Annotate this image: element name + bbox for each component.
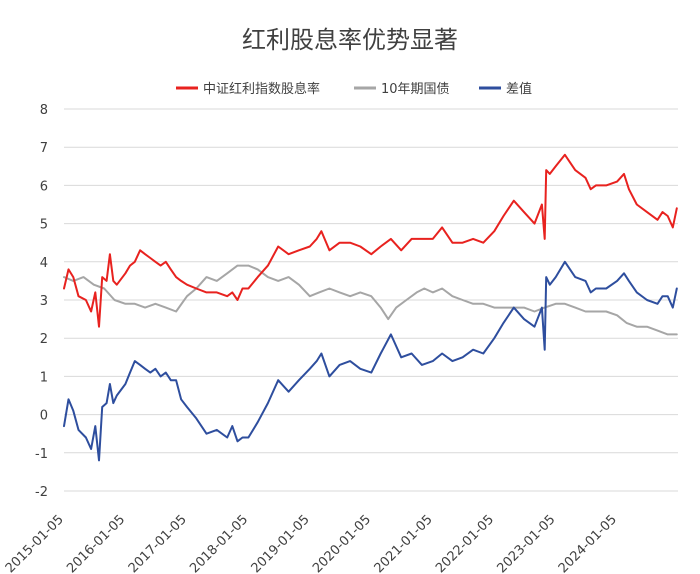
series-line-spread <box>63 260 678 462</box>
y-tick-label: 8 <box>40 103 48 118</box>
legend-item-spread: 差值 <box>479 81 532 97</box>
series-line-10y-bond <box>63 264 678 336</box>
y-tick-label: 1 <box>40 370 48 385</box>
legend-label-spread: 差值 <box>506 81 532 97</box>
x-tick-label: 2022-01-05 <box>433 512 497 574</box>
x-tick-label: 2023-01-05 <box>494 512 558 574</box>
y-tick-label: 5 <box>40 218 48 233</box>
x-tick-label: 2020-01-05 <box>310 512 374 574</box>
x-tick-label: 2019-01-05 <box>249 512 313 574</box>
x-tick-label: 2015-01-05 <box>3 512 67 574</box>
y-tick-label: -1 <box>35 447 48 462</box>
x-tick-label: 2021-01-05 <box>372 512 436 574</box>
x-tick-label: 2024-01-05 <box>556 512 620 574</box>
x-tick-label: 2016-01-05 <box>64 512 128 574</box>
x-axis: 2015-01-052016-01-052017-01-052018-01-05… <box>3 512 620 574</box>
x-tick-label: 2018-01-05 <box>187 512 251 574</box>
y-tick-label: -2 <box>35 485 48 500</box>
y-tick-label: 2 <box>40 332 48 347</box>
x-tick-label: 2017-01-05 <box>126 512 190 574</box>
series-line-dividend-yield <box>63 153 678 328</box>
y-tick-label: 4 <box>40 256 48 271</box>
chart-title: 红利股息率优势显著 <box>242 26 458 54</box>
series-lines <box>63 153 678 462</box>
legend-item-dividend-yield: 中证红利指数股息率 <box>176 81 320 97</box>
gridlines <box>64 108 678 492</box>
y-tick-label: 7 <box>40 141 48 156</box>
legend-item-10y-bond: 10年期国债 <box>354 82 450 97</box>
legend-label-10y-bond: 10年期国债 <box>381 82 450 97</box>
y-tick-label: 6 <box>40 179 48 194</box>
legend: 中证红利指数股息率 10年期国债 差值 <box>176 81 532 97</box>
y-tick-label: 3 <box>40 294 48 309</box>
y-axis: 8 7 6 5 4 3 2 1 0 -1 -2 <box>35 103 48 500</box>
legend-label-dividend-yield: 中证红利指数股息率 <box>203 81 320 97</box>
y-tick-label: 0 <box>40 409 48 424</box>
